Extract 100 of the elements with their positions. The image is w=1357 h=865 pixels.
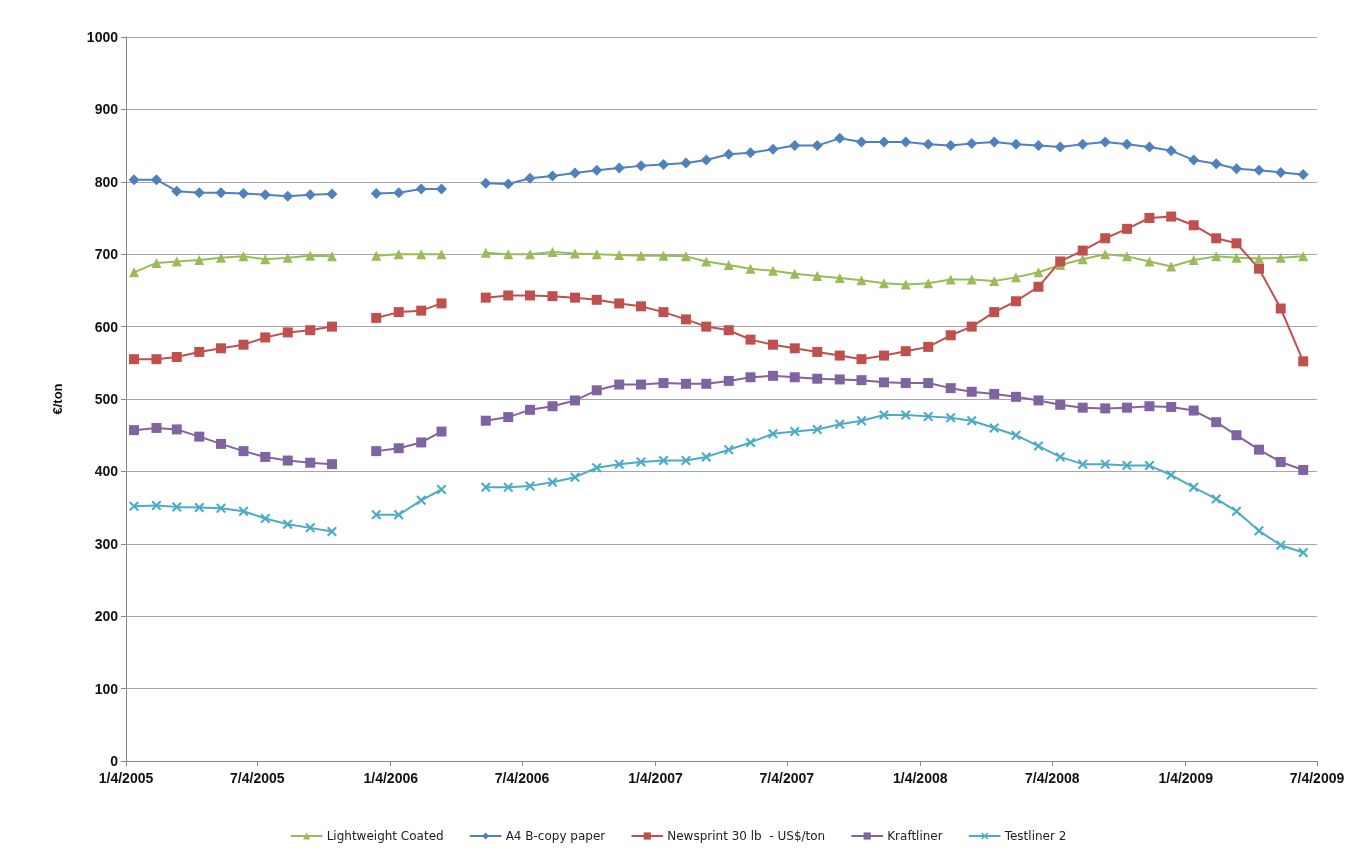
legend-label: A4 B-copy paper (505, 829, 606, 843)
point (680, 314, 691, 325)
point (282, 252, 293, 263)
point (812, 373, 823, 384)
point (723, 444, 734, 455)
point (1144, 401, 1155, 412)
y-axis-title: €/ton (50, 383, 65, 415)
point (371, 312, 382, 323)
point (193, 187, 205, 199)
point (745, 263, 756, 274)
point (878, 278, 889, 289)
point (1253, 253, 1264, 264)
point (658, 250, 669, 261)
point (1211, 417, 1222, 428)
point (1188, 154, 1200, 166)
point (591, 294, 602, 305)
point (945, 330, 956, 341)
point (260, 332, 271, 343)
point (371, 446, 382, 457)
point (416, 495, 427, 506)
point (745, 372, 756, 383)
x-tick-label: 1/4/2006 (363, 770, 419, 786)
point (768, 370, 778, 381)
legend-label: Kraftliner (887, 829, 943, 843)
point (900, 346, 911, 357)
point (1055, 451, 1066, 462)
point (1230, 163, 1242, 175)
point (216, 438, 227, 449)
point (436, 183, 448, 195)
point (1231, 430, 1242, 441)
point (1121, 402, 1132, 413)
point (811, 140, 823, 152)
point (1253, 263, 1264, 274)
point (128, 354, 139, 365)
point (1010, 138, 1022, 150)
x-tick-label: 1/4/2009 (1158, 770, 1214, 786)
point (503, 290, 514, 301)
point (900, 136, 912, 148)
point (547, 291, 558, 302)
point (745, 147, 757, 159)
point (635, 301, 646, 312)
point (856, 354, 867, 365)
legend-label: Lightweight Coated (326, 829, 444, 843)
point (945, 412, 956, 423)
point (1253, 164, 1265, 176)
point (260, 451, 271, 462)
point (789, 343, 800, 354)
point (305, 522, 316, 533)
point (1010, 272, 1021, 283)
point (680, 157, 692, 169)
point (1275, 252, 1286, 263)
point (658, 455, 669, 466)
point (1099, 136, 1111, 148)
point (614, 298, 625, 309)
point (151, 354, 162, 365)
point (282, 190, 294, 202)
point (327, 526, 337, 537)
point (216, 343, 227, 354)
point (812, 270, 823, 281)
point (945, 383, 956, 394)
point (1100, 249, 1111, 260)
point (1121, 223, 1132, 234)
point (680, 251, 691, 262)
point (723, 260, 734, 271)
point (745, 437, 756, 448)
point (989, 422, 1000, 433)
point (878, 377, 889, 388)
point (305, 325, 316, 336)
point (1298, 356, 1309, 367)
point (1055, 256, 1066, 267)
point (502, 178, 514, 190)
point (480, 247, 491, 258)
point (701, 321, 712, 332)
point (878, 136, 890, 148)
y-tick-label: 500 (94, 391, 119, 407)
point (658, 307, 669, 318)
point (259, 189, 271, 201)
point (1298, 464, 1309, 475)
point (966, 386, 977, 397)
point (812, 424, 823, 435)
point (1253, 444, 1264, 455)
point (723, 325, 734, 336)
point (370, 187, 382, 199)
point (282, 455, 293, 466)
point (216, 252, 227, 263)
point (238, 506, 249, 517)
point (547, 401, 558, 412)
point (547, 170, 558, 182)
x-tick-label: 7/4/2006 (494, 770, 550, 786)
point (923, 341, 934, 352)
point (525, 480, 536, 491)
point (1231, 506, 1242, 517)
point (503, 412, 514, 423)
point (789, 426, 800, 437)
point (326, 188, 338, 200)
point (1010, 296, 1021, 307)
point (569, 472, 580, 483)
point (327, 321, 337, 332)
point (128, 501, 139, 512)
point (789, 268, 800, 279)
